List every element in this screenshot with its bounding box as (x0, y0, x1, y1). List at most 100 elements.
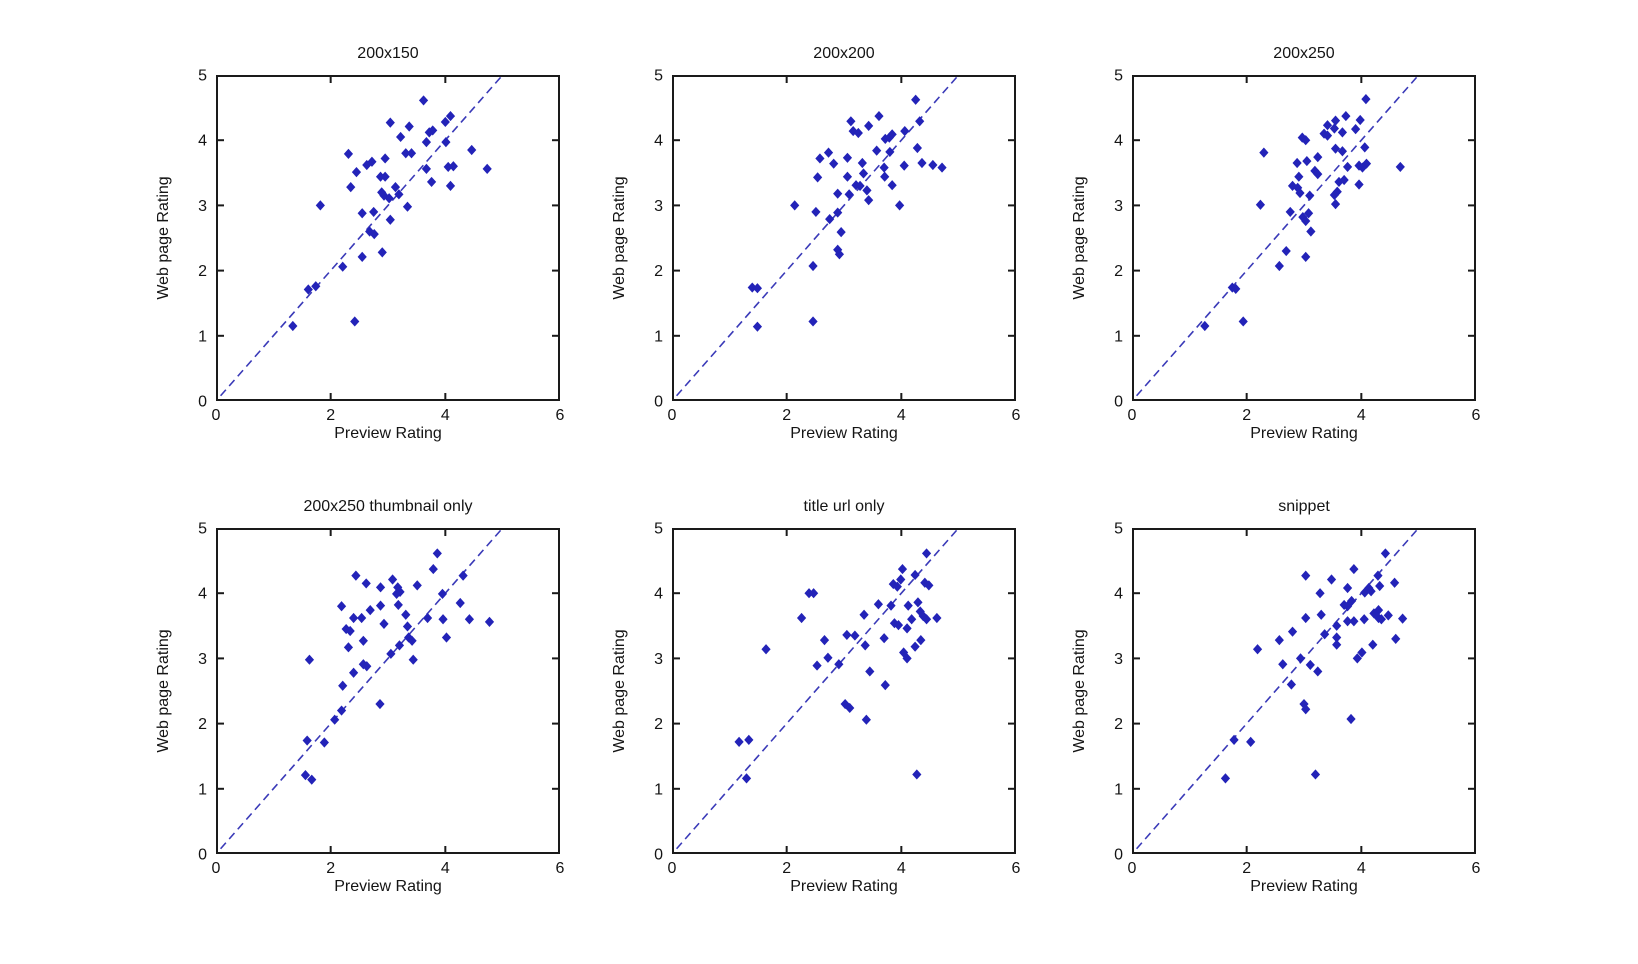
data-point-marker (346, 182, 356, 193)
data-point-marker (1329, 123, 1339, 134)
data-point-marker (357, 612, 367, 624)
data-point-marker (1295, 187, 1305, 199)
data-point-marker (1395, 161, 1405, 173)
data-point-marker (1373, 570, 1383, 581)
data-point-marker (1285, 206, 1295, 218)
data-point-marker (445, 110, 456, 122)
data-point-marker (350, 316, 360, 327)
data-point-marker (896, 574, 906, 585)
subplot-200x200: 200x200 Web page Rating 0 2 4 6 0 1 2 3 4 5 Previ… (611, 45, 1021, 442)
data-point-marker (846, 116, 856, 127)
data-point-marker (1398, 613, 1408, 624)
data-point-marker (336, 601, 347, 612)
data-point-marker (912, 769, 922, 780)
data-point-marker (879, 162, 889, 173)
data-point-marker (1286, 679, 1296, 690)
scatter-plot: 0 2 4 6 0 1 2 3 4 5 (654, 521, 1020, 878)
data-point-marker (1380, 548, 1391, 559)
data-point-marker (361, 578, 371, 589)
x-tick-label: 6 (1472, 407, 1481, 424)
data-point-marker (887, 180, 897, 191)
tick-labels: 0 2 4 6 0 1 2 3 4 5 (1114, 521, 1480, 878)
data-point-marker (1360, 587, 1370, 598)
data-point-marker (1342, 161, 1353, 173)
identity-line (675, 74, 960, 397)
data-point-marker (1389, 577, 1400, 588)
data-point-marker (887, 129, 897, 140)
tick-labels: 0 2 4 6 0 1 2 3 4 5 (198, 521, 564, 878)
tick-marks (217, 529, 559, 853)
data-point-marker (844, 189, 854, 200)
data-point-marker (387, 574, 398, 585)
data-point-marker (842, 629, 852, 641)
data-point-marker (418, 95, 429, 106)
data-point-marker (1332, 186, 1342, 197)
scatter-plot: 0 2 4 6 0 1 2 3 4 5 (1114, 521, 1480, 878)
y-tick-label: 3 (654, 198, 663, 215)
data-point-marker (377, 247, 387, 258)
data-point-marker (892, 581, 902, 592)
axes-box (1132, 75, 1476, 401)
data-point-marker (357, 208, 367, 219)
data-point-marker (1302, 155, 1312, 167)
data-point-marker (840, 698, 850, 710)
data-point-marker (357, 251, 367, 263)
data-point-marker (1330, 143, 1341, 154)
data-points (300, 548, 495, 785)
y-tick-label: 2 (198, 716, 207, 733)
data-point-marker (1332, 639, 1342, 650)
data-point-marker (1252, 644, 1263, 655)
data-point-marker (358, 635, 368, 646)
y-tick-label: 1 (654, 328, 663, 345)
data-point-marker (1301, 704, 1311, 715)
data-point-marker (825, 213, 835, 225)
data-point-marker (1315, 588, 1325, 599)
y-tick-label: 2 (654, 716, 663, 733)
data-point-marker (885, 146, 895, 158)
data-point-marker (422, 612, 433, 624)
data-point-marker (1274, 260, 1284, 272)
data-point-marker (862, 185, 872, 196)
x-tick-label: 2 (326, 860, 335, 877)
data-point-marker (1320, 629, 1330, 640)
y-tick-label: 0 (198, 847, 207, 864)
data-point-marker (752, 321, 763, 332)
data-points (1200, 94, 1405, 332)
data-point-marker (857, 157, 867, 169)
data-point-marker (1330, 115, 1341, 126)
data-point-marker (865, 666, 875, 677)
identity-line (219, 527, 504, 850)
data-point-marker (1369, 608, 1379, 619)
y-tick-label: 0 (654, 394, 663, 411)
y-tick-label: 2 (198, 263, 207, 280)
y-tick-label: 5 (198, 521, 207, 538)
y-tick-label: 0 (1114, 394, 1123, 411)
x-tick-label: 2 (326, 407, 335, 424)
y-axis-label: Web page Rating (611, 176, 628, 300)
data-point-marker (1200, 320, 1210, 332)
y-tick-label: 5 (1114, 521, 1123, 538)
data-point-marker (1238, 316, 1248, 327)
data-point-marker (404, 121, 414, 132)
data-point-marker (734, 736, 744, 747)
data-point-marker (1342, 616, 1353, 627)
data-point-marker (864, 120, 874, 131)
data-point-marker (343, 148, 354, 159)
y-tick-label: 2 (1114, 716, 1123, 733)
data-point-marker (1383, 610, 1393, 621)
x-tick-label: 4 (897, 407, 906, 424)
axes-box (216, 75, 560, 401)
data-point-marker (880, 171, 890, 182)
data-point-marker (1357, 647, 1367, 658)
y-axis-label: Web page Rating (611, 629, 628, 753)
data-point-marker (402, 201, 413, 212)
data-point-marker (850, 630, 860, 641)
data-point-marker (1298, 212, 1308, 223)
y-tick-label: 4 (654, 133, 663, 150)
data-point-marker (379, 618, 389, 629)
data-point-marker (1359, 614, 1369, 625)
y-tick-label: 4 (198, 586, 207, 603)
data-point-marker (921, 548, 932, 559)
data-point-marker (1301, 251, 1311, 263)
data-point-marker (365, 605, 375, 616)
